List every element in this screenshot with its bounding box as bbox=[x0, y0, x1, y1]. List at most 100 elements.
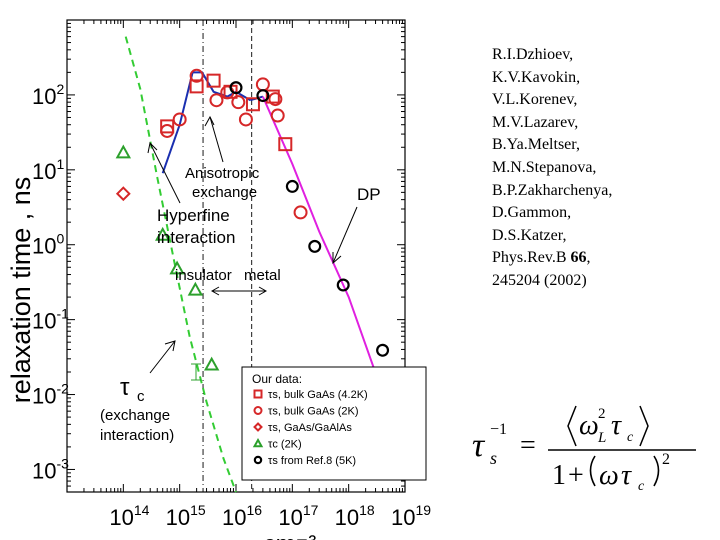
author-line: B.P.Zakharchenya, bbox=[492, 181, 613, 199]
y-tick-label: 101 bbox=[32, 156, 64, 184]
data-point bbox=[278, 137, 293, 152]
tau-c-symbol: τ bbox=[120, 374, 130, 401]
data-point bbox=[172, 112, 187, 127]
anisotropic-arrowhead bbox=[204, 115, 215, 127]
fit-curve bbox=[124, 36, 237, 493]
dp-label: DP bbox=[357, 185, 381, 204]
tau-c-arrow bbox=[149, 340, 176, 374]
journal-comma: , bbox=[586, 249, 591, 267]
author-line: K.V.Kavokin, bbox=[492, 68, 581, 86]
anisotropic-arrow bbox=[209, 116, 224, 163]
denominator-plus: + bbox=[568, 460, 584, 490]
data-point bbox=[293, 205, 308, 220]
numerator-tau: τ bbox=[611, 410, 622, 441]
numerator-omega-sup: 2 bbox=[598, 406, 606, 422]
y-tick-label: 10-2 bbox=[32, 381, 69, 409]
author-line: M.N.Stepanova, bbox=[492, 158, 597, 176]
data-point bbox=[376, 343, 390, 357]
hyperfine-label: Hyperfine bbox=[157, 206, 230, 225]
data-point bbox=[160, 123, 175, 138]
relaxation-formula: τ s −1 = ω 2 L τ c 1 + ω τ c 2 bbox=[472, 405, 696, 490]
legend-label: τc (2K) bbox=[268, 439, 302, 451]
x-tick-label: 1018 bbox=[335, 502, 375, 530]
formula-lhs-sup: −1 bbox=[490, 421, 507, 438]
formula-equals: = bbox=[520, 430, 536, 461]
legend-label: τs, GaAs/GaAlAs bbox=[268, 422, 352, 434]
annotation-arrows bbox=[147, 115, 358, 381]
exchange-paren-label: (exchange bbox=[100, 407, 170, 424]
formula-lhs-sub: s bbox=[490, 448, 497, 468]
denominator-tau-sub: c bbox=[638, 479, 645, 490]
author-line: D.Gammon, bbox=[492, 204, 572, 222]
x-tick-label: 1015 bbox=[166, 502, 206, 530]
legend-label: τs from Ref.8 (5K) bbox=[268, 455, 356, 467]
numerator-omega: ω bbox=[579, 410, 599, 441]
x-tick-label: 1016 bbox=[222, 502, 262, 530]
y-tick-labels: 102 101 100 10-1 10-2 10-3 bbox=[32, 81, 69, 484]
journal-volume: 66 bbox=[570, 249, 587, 267]
data-point bbox=[115, 186, 131, 202]
data-point bbox=[203, 356, 220, 371]
data-point bbox=[336, 278, 350, 292]
data-points bbox=[115, 68, 390, 371]
x-tick-label: 1017 bbox=[278, 502, 318, 530]
reference-citation: R.I.Dzhioev, K.V.Kavokin, V.L.Korenev, M.V… bbox=[492, 44, 712, 293]
x-tick-label: 1019 bbox=[391, 502, 431, 530]
journal-name: Phys.Rev.B bbox=[492, 249, 571, 267]
data-point bbox=[255, 77, 270, 92]
anisotropic-label: Anisotropic bbox=[185, 165, 260, 182]
y-axis-title: relaxation time , ns bbox=[6, 177, 36, 404]
data-point bbox=[209, 93, 224, 108]
author-line: V.L.Korenev, bbox=[492, 91, 578, 109]
denominator-one: 1 bbox=[552, 460, 566, 490]
x-axis-title: cm⁻³ bbox=[264, 531, 317, 540]
hyperfine-arrow bbox=[149, 142, 181, 204]
data-point bbox=[169, 260, 185, 275]
data-point bbox=[187, 281, 204, 296]
legend-title: Our data: bbox=[252, 372, 302, 386]
legend-marker bbox=[253, 406, 263, 415]
data-point bbox=[308, 239, 322, 253]
metal-label: metal bbox=[244, 267, 281, 284]
data-point bbox=[155, 226, 171, 241]
author-line: D.S.Katzer, bbox=[492, 226, 567, 244]
author-line: R.I.Dzhioev, bbox=[492, 46, 574, 63]
legend-marker bbox=[253, 422, 263, 432]
data-point bbox=[229, 81, 243, 95]
y-tick-label: 102 bbox=[32, 81, 64, 109]
data-point bbox=[115, 144, 132, 159]
numerator-tau-sub: c bbox=[627, 430, 634, 445]
relaxation-time-chart: 1014 1015 1016 1017 1018 1019 10210110010-110… bbox=[6, 19, 431, 540]
data-point bbox=[160, 119, 175, 134]
legend: Our data: τs, bulk GaAs (4.2K)τs, bulk G… bbox=[241, 366, 427, 481]
numerator-omega-sub: L bbox=[597, 430, 606, 446]
y-tick-label: 100 bbox=[32, 231, 64, 259]
insulator-label: insulator bbox=[175, 267, 232, 284]
denominator-right-paren bbox=[653, 455, 660, 487]
dp-arrowhead bbox=[332, 252, 342, 265]
data-point bbox=[206, 73, 221, 88]
data-point bbox=[265, 89, 280, 104]
denominator-left-paren bbox=[589, 455, 596, 487]
article-line: 245204 (2002) bbox=[492, 271, 587, 289]
author-line: M.V.Lazarev, bbox=[492, 113, 579, 131]
legend-entries: τs, bulk GaAs (4.2K) τs, bulk GaAs (2K) τs… bbox=[252, 389, 368, 467]
data-point bbox=[189, 79, 204, 94]
interaction-label: interaction bbox=[157, 228, 235, 247]
data-point bbox=[256, 89, 270, 103]
dp-arrow bbox=[332, 206, 358, 264]
hyperfine-arrowhead bbox=[147, 141, 158, 154]
legend-label: τs, bulk GaAs (4.2K) bbox=[268, 389, 368, 401]
legend-label: τs, bulk GaAs (2K) bbox=[268, 406, 359, 418]
denominator-sup: 2 bbox=[662, 451, 670, 468]
x-tick-labels: 1014 1015 1016 1017 1018 1019 bbox=[109, 502, 431, 530]
legend-marker bbox=[253, 455, 263, 465]
interaction-paren-label: interaction) bbox=[100, 427, 174, 444]
numerator-left-bracket bbox=[567, 405, 577, 447]
data-point bbox=[270, 108, 285, 123]
data-point bbox=[268, 92, 283, 107]
denominator-omega: ω bbox=[599, 460, 619, 490]
data-point bbox=[189, 68, 204, 83]
tau-c-arrowhead bbox=[164, 340, 176, 352]
metal-arrowhead bbox=[258, 286, 268, 296]
